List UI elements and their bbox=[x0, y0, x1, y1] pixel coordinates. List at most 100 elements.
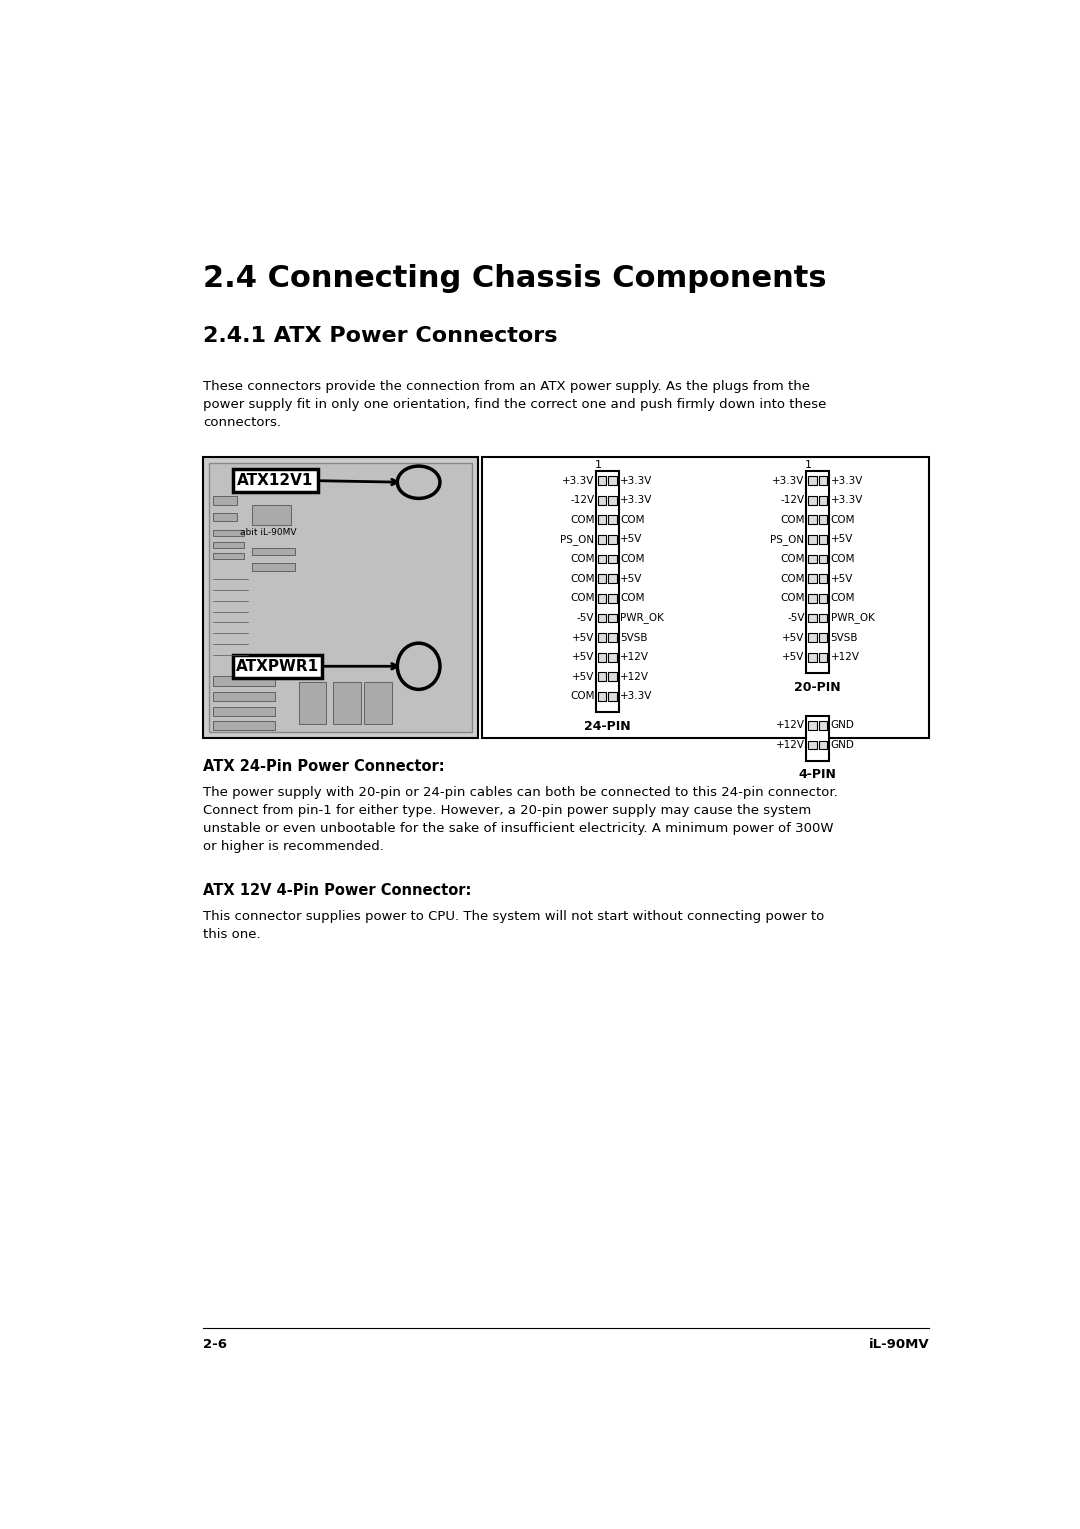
Bar bbox=[213, 553, 244, 560]
Bar bbox=[819, 555, 827, 564]
Bar bbox=[819, 535, 827, 544]
Bar bbox=[608, 673, 618, 682]
Bar bbox=[608, 613, 618, 622]
Text: ATX 12V 4-Pin Power Connector:: ATX 12V 4-Pin Power Connector: bbox=[203, 882, 472, 898]
Text: 5VSB: 5VSB bbox=[620, 633, 648, 642]
Bar bbox=[808, 476, 816, 485]
Text: COM: COM bbox=[780, 553, 805, 564]
Text: 24-PIN: 24-PIN bbox=[584, 720, 631, 732]
Bar bbox=[819, 575, 827, 583]
Text: +5V: +5V bbox=[831, 573, 853, 584]
Bar bbox=[334, 682, 361, 725]
Text: COM: COM bbox=[780, 593, 805, 604]
Bar bbox=[252, 506, 291, 524]
Text: +12V: +12V bbox=[620, 671, 649, 682]
Bar bbox=[608, 515, 618, 524]
Bar bbox=[213, 531, 244, 537]
Text: These connectors provide the connection from an ATX power supply. As the plugs f: These connectors provide the connection … bbox=[203, 379, 826, 428]
Text: COM: COM bbox=[620, 553, 645, 564]
Bar bbox=[808, 722, 816, 729]
Text: COM: COM bbox=[570, 553, 594, 564]
Text: COM: COM bbox=[620, 593, 645, 604]
Text: 2.4 Connecting Chassis Components: 2.4 Connecting Chassis Components bbox=[203, 265, 827, 294]
Bar bbox=[213, 514, 237, 521]
Bar bbox=[597, 633, 607, 642]
Bar bbox=[213, 722, 275, 731]
Text: iL-90MV: iL-90MV bbox=[868, 1338, 930, 1350]
Bar bbox=[213, 706, 275, 716]
Text: PWR_OK: PWR_OK bbox=[831, 613, 875, 624]
Bar bbox=[213, 691, 275, 700]
Bar bbox=[608, 593, 618, 602]
Bar bbox=[819, 495, 827, 505]
Text: +5V: +5V bbox=[782, 653, 805, 662]
Text: +12V: +12V bbox=[775, 740, 805, 751]
Text: +3.3V: +3.3V bbox=[831, 495, 863, 505]
Bar bbox=[298, 682, 326, 725]
Bar bbox=[608, 693, 618, 700]
Text: 2.4.1 ATX Power Connectors: 2.4.1 ATX Power Connectors bbox=[203, 326, 557, 346]
Bar bbox=[597, 575, 607, 583]
Bar bbox=[213, 676, 275, 685]
Text: COM: COM bbox=[570, 573, 594, 584]
Text: +5V: +5V bbox=[782, 633, 805, 642]
Text: -12V: -12V bbox=[781, 495, 805, 505]
Bar bbox=[808, 740, 816, 749]
Bar bbox=[608, 555, 618, 564]
Bar bbox=[608, 653, 618, 662]
Text: PS_ON: PS_ON bbox=[561, 534, 594, 544]
Bar bbox=[608, 495, 618, 505]
Bar bbox=[232, 654, 322, 677]
Bar bbox=[808, 633, 816, 642]
Bar bbox=[252, 547, 295, 555]
Bar bbox=[819, 740, 827, 749]
Text: +5V: +5V bbox=[572, 633, 594, 642]
Text: This connector supplies power to CPU. The system will not start without connecti: This connector supplies power to CPU. Th… bbox=[203, 910, 824, 940]
Text: +3.3V: +3.3V bbox=[620, 691, 652, 702]
Text: 1: 1 bbox=[594, 460, 602, 469]
Text: -5V: -5V bbox=[577, 613, 594, 622]
Bar bbox=[252, 563, 295, 570]
Bar bbox=[808, 515, 816, 524]
Text: +5V: +5V bbox=[572, 671, 594, 682]
Bar bbox=[608, 633, 618, 642]
Bar bbox=[597, 555, 607, 564]
Text: 5VSB: 5VSB bbox=[831, 633, 859, 642]
Text: COM: COM bbox=[831, 515, 855, 524]
Bar bbox=[597, 593, 607, 602]
Bar bbox=[597, 653, 607, 662]
Text: COM: COM bbox=[570, 593, 594, 604]
Bar bbox=[608, 535, 618, 544]
Text: +5V: +5V bbox=[620, 535, 643, 544]
Text: COM: COM bbox=[780, 573, 805, 584]
Bar bbox=[819, 515, 827, 524]
Text: ATX12V1: ATX12V1 bbox=[238, 472, 313, 488]
Bar bbox=[808, 535, 816, 544]
Text: +12V: +12V bbox=[831, 653, 860, 662]
Text: GND: GND bbox=[831, 740, 854, 751]
Text: COM: COM bbox=[831, 593, 855, 604]
Text: -12V: -12V bbox=[570, 495, 594, 505]
Text: PWR_OK: PWR_OK bbox=[620, 613, 664, 624]
Bar bbox=[806, 716, 829, 761]
Text: 4-PIN: 4-PIN bbox=[798, 769, 837, 781]
Bar bbox=[808, 613, 816, 622]
Bar bbox=[819, 722, 827, 729]
Bar bbox=[364, 682, 392, 725]
Bar bbox=[819, 476, 827, 485]
Bar bbox=[213, 495, 237, 506]
Text: COM: COM bbox=[831, 553, 855, 564]
Text: +12V: +12V bbox=[775, 720, 805, 731]
Bar bbox=[597, 476, 607, 485]
Bar bbox=[232, 469, 318, 492]
Text: -5V: -5V bbox=[787, 613, 805, 622]
Text: +3.3V: +3.3V bbox=[831, 476, 863, 486]
Bar bbox=[213, 541, 244, 547]
Bar bbox=[806, 471, 829, 673]
Text: COM: COM bbox=[570, 691, 594, 702]
Text: +3.3V: +3.3V bbox=[620, 495, 652, 505]
Bar bbox=[597, 673, 607, 682]
Bar bbox=[819, 613, 827, 622]
Bar bbox=[808, 653, 816, 662]
Bar bbox=[808, 495, 816, 505]
